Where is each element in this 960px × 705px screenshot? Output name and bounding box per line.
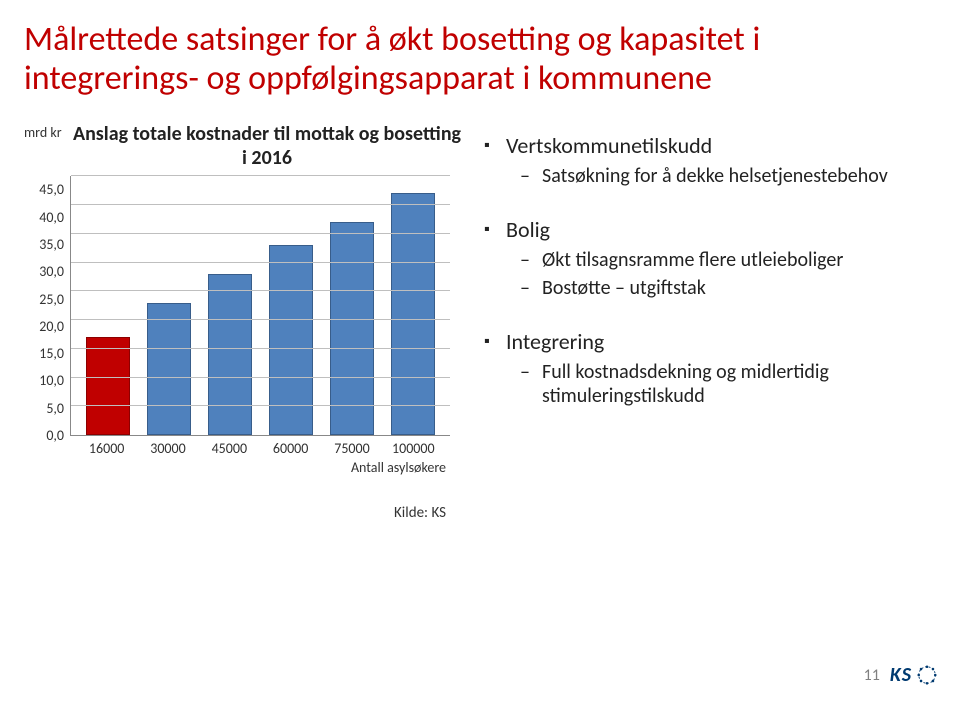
bar [330,222,374,435]
y-tick: 25,0 [39,293,64,307]
bullet-panel: ▪Vertskommunetilskudd–Satsøkning for å d… [484,122,934,522]
bullet-marker: – [520,164,542,188]
grid-line [71,262,450,263]
bullet-l1: ▪Bolig [484,216,934,244]
logo: KS [890,663,938,687]
bullet-block: ▪Integrering –Full kostnadsdekning og mid… [484,328,934,408]
footer: 11 KS [864,663,938,687]
bullet-l1: ▪Vertskommunetilskudd [484,132,934,160]
x-tick: 100000 [391,440,435,457]
page-title: Målrettede satsinger for å økt bosetting… [24,20,936,98]
grid-line [71,290,450,291]
x-axis-label: Antall asylsøkere [70,459,450,476]
bullet-text: Bostøtte – utgiftstak [542,276,934,300]
bullet-l2: –Satsøkning for å dekke helsetjenestebeh… [520,164,934,188]
grid-line [71,405,450,406]
bar [391,193,435,435]
bullet-marker: ▪ [484,328,506,356]
chart-title: Anslag totale kostnader til mottak og bo… [70,122,464,170]
bar [147,303,191,435]
grid-line [71,204,450,205]
grid-line [71,377,450,378]
grid-line [71,319,450,320]
bullet-l2: –Økt tilsagnsramme flere utleieboliger [520,248,934,272]
bullet-text: Satsøkning for å dekke helsetjenestebeho… [542,164,934,188]
y-tick: 40,0 [39,211,64,225]
grid-line [71,348,450,349]
content-row: mrd kr Anslag totale kostnader til motta… [24,122,936,522]
bullet-marker: ▪ [484,132,506,160]
x-tick: 60000 [269,440,313,457]
y-tick: 20,0 [39,320,64,334]
bullet-block: ▪Vertskommunetilskudd –Satsøkning for å d… [484,132,934,188]
logo-star-icon [916,664,938,686]
x-tick: 30000 [146,440,190,457]
y-tick: 5,0 [46,402,64,416]
y-axis-unit: mrd kr [24,122,70,141]
x-axis: 16000 30000 45000 60000 75000 100000 [70,436,450,457]
x-tick: 16000 [85,440,129,457]
bar [86,337,130,435]
bullet-text: Integrering [506,328,934,355]
x-tick: 45000 [207,440,251,457]
logo-text: KS [890,663,912,687]
x-tick: 75000 [330,440,374,457]
bullet-text: Full kostnadsdekning og midlertidig stim… [542,360,934,408]
y-tick: 30,0 [39,265,64,279]
y-tick: 15,0 [39,347,64,361]
chart: mrd kr Anslag totale kostnader til motta… [24,122,464,522]
bar [269,245,313,435]
grid-line [71,233,450,234]
bullet-l1: ▪Integrering [484,328,934,356]
bar [208,274,252,435]
bullet-marker: ▪ [484,216,506,244]
grid-line [71,175,450,176]
y-tick: 35,0 [39,238,64,252]
plot-area [70,176,450,436]
bullet-marker: – [520,248,542,272]
chart-panel: mrd kr Anslag totale kostnader til motta… [24,122,464,522]
bars-container [71,176,450,435]
chart-source: Kilde: KS [70,504,450,522]
bullet-text: Økt tilsagnsramme flere utleieboliger [542,248,934,272]
y-tick: 10,0 [39,374,64,388]
bullet-l2: –Full kostnadsdekning og midlertidig sti… [520,360,934,408]
y-tick: 45,0 [39,183,64,197]
bullet-text: Vertskommunetilskudd [506,132,934,159]
bullet-block: ▪Bolig –Økt tilsagnsramme flere utleiebol… [484,216,934,300]
y-tick: 0,0 [46,429,64,443]
slide: Målrettede satsinger for å økt bosetting… [0,0,960,705]
bullet-marker: – [520,360,542,384]
bullet-text: Bolig [506,216,934,243]
bullet-marker: – [520,276,542,300]
bullet-l2: – Bostøtte – utgiftstak [520,276,934,300]
page-number: 11 [864,666,880,685]
y-axis: 45,040,035,030,025,020,015,010,05,00,0 [24,176,70,436]
